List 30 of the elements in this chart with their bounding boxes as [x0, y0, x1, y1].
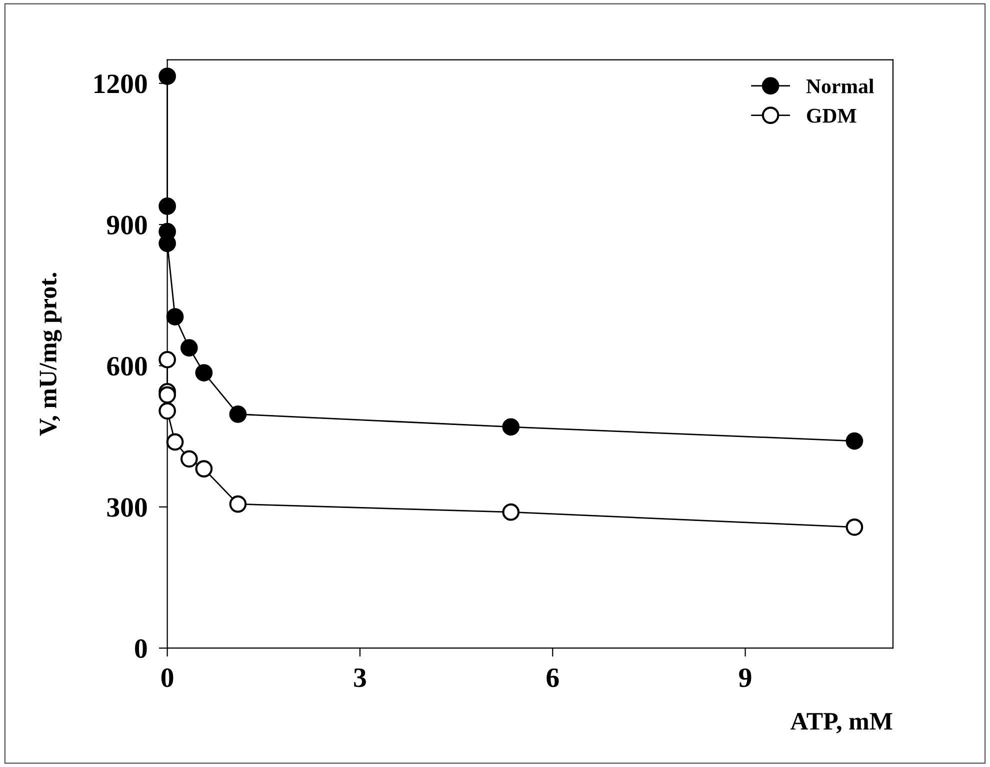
point — [195, 364, 213, 382]
point — [180, 450, 198, 468]
point — [166, 308, 184, 326]
point — [180, 339, 198, 357]
point — [195, 460, 213, 478]
x-axis-title: ATP, mM — [790, 713, 892, 734]
point — [502, 418, 520, 436]
point — [158, 350, 176, 368]
point — [229, 406, 247, 423]
x-tick-label: 3 — [354, 668, 366, 688]
y-tick-label: 300 — [107, 498, 147, 517]
x-tick-label: 0 — [161, 668, 174, 688]
point — [502, 503, 520, 521]
point — [846, 518, 864, 536]
point — [158, 402, 176, 420]
point — [158, 386, 176, 404]
point — [229, 495, 247, 513]
point — [846, 432, 864, 450]
point — [166, 433, 184, 451]
point — [158, 198, 176, 215]
y-tick-label: 900 — [106, 216, 147, 234]
legend-label: GDM — [806, 108, 856, 123]
y-tick-label: 600 — [107, 356, 147, 376]
legend-label: Normal — [806, 78, 874, 94]
y-tick-label: 1200 — [94, 74, 147, 94]
x-tick-label: 9 — [739, 668, 752, 688]
x-tick-label: 6 — [546, 668, 559, 688]
y-axis-title: V, mU/mg prot. — [40, 272, 62, 436]
point — [158, 68, 176, 85]
y-tick-label: 0 — [135, 639, 147, 658]
